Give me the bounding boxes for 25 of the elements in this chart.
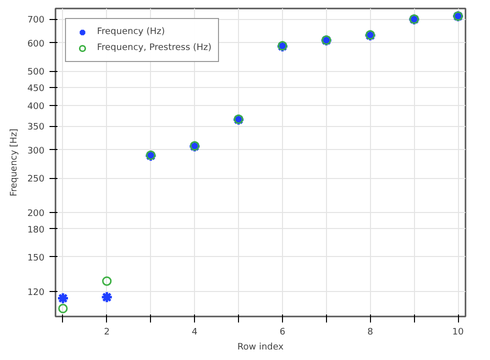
point [56, 292, 70, 304]
y-tick-label: 120 [27, 288, 45, 298]
y-tick-label: 500 [27, 68, 45, 78]
x-tick-label: 2 [104, 328, 110, 338]
legend-label: Frequency (Hz) [97, 26, 165, 39]
y-tick-label: 250 [27, 174, 45, 185]
point [102, 276, 112, 286]
x-tick-label: 6 [280, 328, 286, 338]
y-tick-label: 400 [27, 102, 45, 112]
y-tick-label: 450 [27, 84, 45, 94]
x-axis-title: Row index [237, 342, 284, 352]
x-tick-label: 8 [367, 328, 374, 338]
y-tick-label: 600 [27, 39, 45, 50]
legend-label: Frequency, Prestress (Hz) [97, 42, 212, 55]
y-tick-label: 700 [27, 16, 45, 26]
y-tick-label: 180 [27, 225, 45, 236]
point [100, 290, 114, 304]
y-tick-label: 200 [27, 209, 45, 220]
point [58, 304, 68, 314]
x-tick-label: 10 [452, 328, 464, 338]
y-tick-label: 150 [27, 253, 45, 264]
y-axis-title: Frequency [Hz] [9, 128, 20, 196]
y-tick-label: 350 [27, 122, 45, 133]
y-tick-label: 300 [27, 146, 45, 156]
x-tick-label: 4 [192, 328, 198, 338]
